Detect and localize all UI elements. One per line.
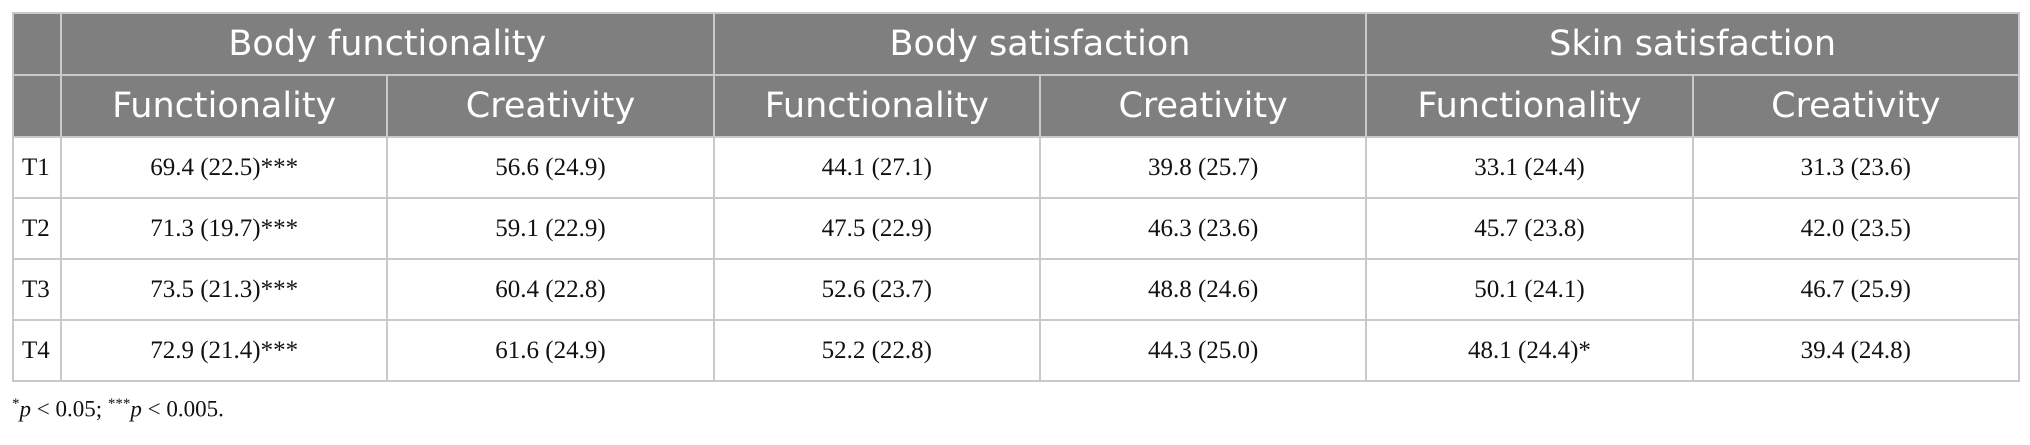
table-cell: 50.1 (24.1) (1365, 258, 1694, 321)
table-cell: 59.1 (22.9) (386, 197, 715, 260)
table-footnote: *p < 0.05; ***p < 0.005. (12, 396, 2020, 423)
group-header-row: Body functionality Body satisfaction Ski… (12, 12, 2020, 76)
table-cell: 52.2 (22.8) (712, 319, 1041, 382)
sub-header: Functionality (712, 74, 1041, 138)
footnote-symbol: * (12, 396, 20, 412)
row-label: T1 (12, 136, 62, 199)
corner-cell (12, 12, 62, 76)
sub-header: Creativity (1691, 74, 2021, 138)
table-row: T4 72.9 (21.4)*** 61.6 (24.9) 52.2 (22.8… (12, 319, 2021, 382)
group-header-body-functionality: Body functionality (60, 12, 715, 76)
table-row: T2 71.3 (19.7)*** 59.1 (22.9) 47.5 (22.9… (12, 197, 2021, 260)
table-cell: 56.6 (24.9) (386, 136, 715, 199)
sub-header: Creativity (386, 74, 715, 138)
corner-cell (12, 74, 62, 138)
group-header-body-satisfaction: Body satisfaction (712, 12, 1368, 76)
footnote-text: < 0.05; (31, 396, 108, 422)
table-row: T3 73.5 (21.3)*** 60.4 (22.8) 52.6 (23.7… (12, 258, 2021, 321)
group-header-skin-satisfaction: Skin satisfaction (1365, 12, 2020, 76)
table-cell: 47.5 (22.9) (712, 197, 1041, 260)
table-cell: 44.3 (25.0) (1038, 319, 1368, 382)
table-cell: 46.7 (25.9) (1691, 258, 2021, 321)
table-cell: 48.8 (24.6) (1038, 258, 1368, 321)
table-cell: 52.6 (23.7) (712, 258, 1041, 321)
table-row: T1 69.4 (22.5)*** 56.6 (24.9) 44.1 (27.1… (12, 136, 2021, 199)
sub-header: Functionality (59, 74, 389, 138)
table-cell: 48.1 (24.4)* (1365, 319, 1694, 382)
table-cell: 31.3 (23.6) (1691, 136, 2021, 199)
footnote-variable: p (130, 396, 142, 422)
table-cell: 69.4 (22.5)*** (59, 136, 389, 199)
table-cell: 72.9 (21.4)*** (59, 319, 389, 382)
table-cell: 39.4 (24.8) (1691, 319, 2021, 382)
row-label: T4 (12, 319, 62, 382)
sub-header: Creativity (1038, 74, 1368, 138)
footnote-text: < 0.005. (141, 396, 224, 422)
footnote-variable: p (19, 396, 32, 422)
footnote-symbol: *** (107, 396, 131, 412)
row-label: T3 (12, 258, 62, 321)
table-container: Body functionality Body satisfaction Ski… (12, 12, 2021, 423)
table-cell: 61.6 (24.9) (386, 319, 715, 382)
table-cell: 39.8 (25.7) (1038, 136, 1368, 199)
table-cell: 71.3 (19.7)*** (59, 197, 389, 260)
sub-header: Functionality (1365, 74, 1694, 138)
table-cell: 45.7 (23.8) (1365, 197, 1694, 260)
row-label: T2 (12, 197, 62, 260)
table-cell: 60.4 (22.8) (386, 258, 715, 321)
sub-header-row: Functionality Creativity Functionality C… (12, 74, 2021, 138)
table-cell: 46.3 (23.6) (1038, 197, 1368, 260)
table-cell: 44.1 (27.1) (712, 136, 1041, 199)
results-table: Body functionality Body satisfaction Ski… (12, 12, 2021, 382)
table-cell: 73.5 (21.3)*** (59, 258, 389, 321)
table-cell: 42.0 (23.5) (1691, 197, 2021, 260)
table-cell: 33.1 (24.4) (1365, 136, 1694, 199)
